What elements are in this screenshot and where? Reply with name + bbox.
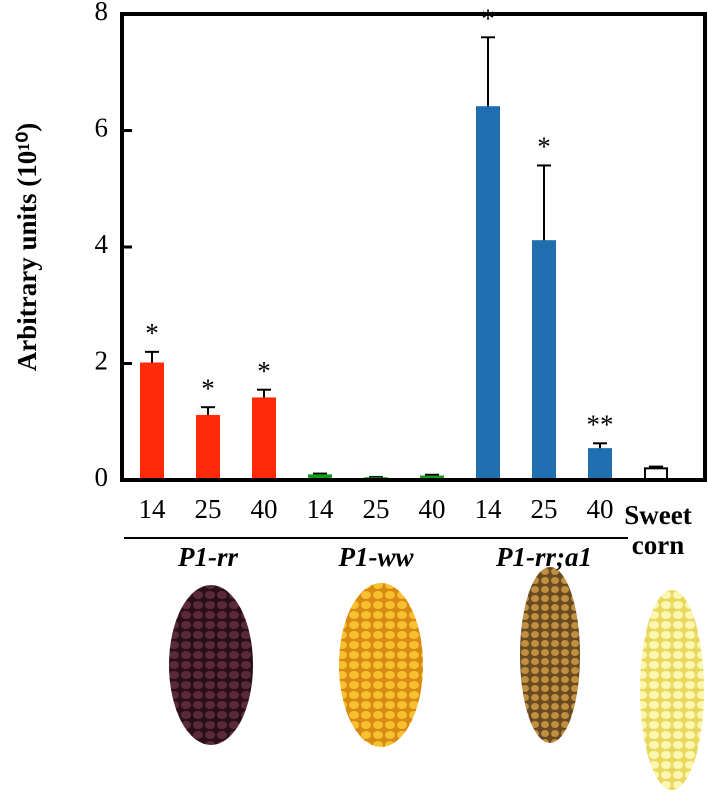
sweet-corn-label: Sweet corn	[624, 500, 692, 560]
x-tick-label: 14	[475, 494, 503, 524]
x-tick-label: 14	[139, 494, 167, 524]
group-label: P1-ww	[337, 542, 414, 572]
group-label: P1-rr;a1	[495, 542, 592, 572]
x-tick-label: 25	[363, 494, 390, 524]
group-label: P1-rr	[177, 542, 238, 572]
bar	[196, 414, 220, 481]
bar	[140, 362, 164, 481]
significance-label: *	[481, 4, 495, 34]
x-tick-label: 40	[251, 494, 278, 524]
bar	[476, 106, 500, 481]
corn-sweet	[640, 590, 704, 790]
x-tick-label: 40	[587, 494, 614, 524]
bar	[252, 397, 276, 482]
significance-label: *	[201, 373, 215, 403]
corn-brown	[520, 567, 580, 743]
y-tick-label: 4	[95, 229, 109, 259]
plot-frame	[120, 12, 707, 482]
significance-label: *	[257, 356, 271, 386]
significance-label: *	[537, 132, 551, 162]
x-tick-label: 25	[195, 494, 222, 524]
y-axis-title: Arbitrary units (10¹⁰)	[12, 123, 42, 371]
corn-purple	[169, 585, 253, 745]
x-tick-label: 14	[307, 494, 335, 524]
significance-label: **	[587, 410, 614, 440]
significance-label: *	[145, 318, 159, 348]
y-tick-label: 0	[95, 462, 109, 492]
bar	[532, 240, 556, 481]
y-tick-label: 8	[95, 0, 109, 26]
y-tick-label: 6	[95, 113, 109, 143]
bar	[588, 448, 612, 482]
x-tick-label: 25	[531, 494, 558, 524]
corn-images	[169, 567, 704, 790]
y-tick-label: 2	[95, 346, 109, 376]
corn-yellow	[339, 583, 423, 747]
x-tick-label: 40	[419, 494, 446, 524]
